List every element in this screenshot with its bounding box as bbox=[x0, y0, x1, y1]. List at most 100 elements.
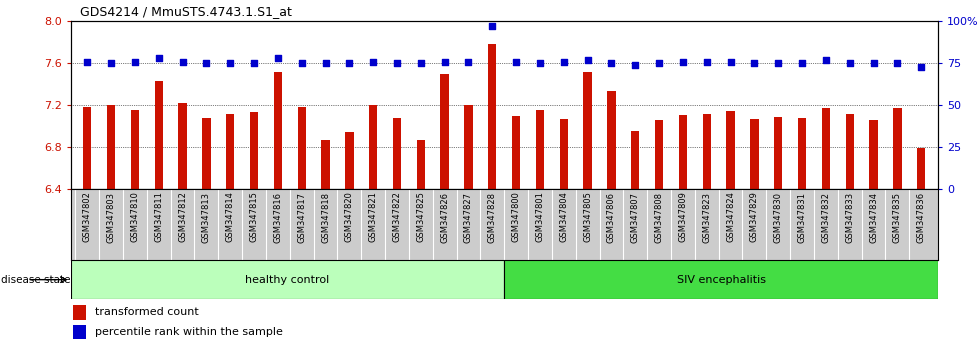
Text: GDS4214 / MmuSTS.4743.1.S1_at: GDS4214 / MmuSTS.4743.1.S1_at bbox=[80, 5, 292, 18]
Bar bbox=[846, 114, 854, 189]
Bar bbox=[488, 44, 497, 189]
Point bbox=[366, 59, 381, 64]
Text: GSM347805: GSM347805 bbox=[583, 192, 592, 242]
Bar bbox=[298, 107, 306, 189]
Text: GSM347813: GSM347813 bbox=[202, 192, 211, 242]
Bar bbox=[250, 112, 258, 189]
Bar bbox=[751, 119, 759, 189]
Bar bbox=[440, 74, 449, 189]
Text: GSM347810: GSM347810 bbox=[130, 192, 139, 242]
Text: GSM347831: GSM347831 bbox=[798, 192, 807, 242]
Point bbox=[747, 61, 762, 66]
Text: GSM347822: GSM347822 bbox=[392, 192, 402, 242]
Bar bbox=[321, 140, 329, 189]
Point bbox=[532, 61, 548, 66]
Bar bbox=[583, 72, 592, 189]
Bar bbox=[465, 105, 472, 189]
Bar bbox=[155, 81, 163, 189]
Point bbox=[199, 61, 215, 66]
Point bbox=[794, 61, 809, 66]
Point bbox=[580, 57, 596, 63]
Text: GSM347812: GSM347812 bbox=[178, 192, 187, 242]
Bar bbox=[608, 91, 615, 189]
Text: healthy control: healthy control bbox=[245, 275, 329, 285]
Text: GSM347815: GSM347815 bbox=[250, 192, 259, 242]
Bar bbox=[798, 118, 807, 189]
Bar bbox=[107, 105, 116, 189]
Bar bbox=[345, 132, 354, 189]
Point bbox=[675, 59, 691, 64]
Point bbox=[389, 61, 405, 66]
Text: GSM347820: GSM347820 bbox=[345, 192, 354, 242]
Text: GSM347823: GSM347823 bbox=[703, 192, 711, 242]
Bar bbox=[369, 105, 377, 189]
Text: GSM347825: GSM347825 bbox=[416, 192, 425, 242]
Text: GSM347804: GSM347804 bbox=[560, 192, 568, 242]
Text: GSM347834: GSM347834 bbox=[869, 192, 878, 242]
Text: percentile rank within the sample: percentile rank within the sample bbox=[95, 327, 282, 337]
Bar bbox=[655, 120, 663, 189]
Bar bbox=[393, 118, 401, 189]
Text: GSM347800: GSM347800 bbox=[512, 192, 520, 242]
Point bbox=[127, 59, 143, 64]
Point bbox=[341, 61, 357, 66]
Text: GSM347833: GSM347833 bbox=[845, 192, 855, 242]
Text: GSM347807: GSM347807 bbox=[631, 192, 640, 242]
Text: GSM347806: GSM347806 bbox=[607, 192, 616, 242]
Text: GSM347830: GSM347830 bbox=[774, 192, 783, 242]
Point bbox=[294, 61, 310, 66]
Text: disease state: disease state bbox=[1, 275, 71, 285]
Point bbox=[174, 59, 190, 64]
Bar bbox=[273, 72, 282, 189]
Text: GSM347818: GSM347818 bbox=[321, 192, 330, 242]
Bar bbox=[130, 109, 139, 189]
Point bbox=[79, 59, 95, 64]
Point bbox=[413, 61, 428, 66]
Bar bbox=[679, 115, 687, 189]
Point bbox=[699, 59, 714, 64]
Bar bbox=[74, 325, 86, 339]
Point bbox=[913, 64, 929, 69]
Point bbox=[246, 61, 262, 66]
Point bbox=[604, 61, 619, 66]
Text: GSM347836: GSM347836 bbox=[916, 192, 926, 242]
Point bbox=[890, 61, 906, 66]
Bar bbox=[74, 305, 86, 320]
Bar bbox=[536, 109, 544, 189]
Text: transformed count: transformed count bbox=[95, 307, 199, 317]
Point bbox=[461, 59, 476, 64]
FancyBboxPatch shape bbox=[505, 260, 938, 299]
Bar bbox=[512, 116, 520, 189]
Point bbox=[484, 23, 500, 29]
Bar bbox=[631, 131, 639, 189]
Bar bbox=[726, 110, 735, 189]
Text: GSM347821: GSM347821 bbox=[368, 192, 377, 242]
Bar bbox=[774, 117, 782, 189]
Text: GSM347811: GSM347811 bbox=[154, 192, 164, 242]
Text: GSM347802: GSM347802 bbox=[82, 192, 92, 242]
Point bbox=[652, 61, 667, 66]
Text: GSM347829: GSM347829 bbox=[750, 192, 759, 242]
Text: GSM347817: GSM347817 bbox=[297, 192, 306, 242]
Text: GSM347835: GSM347835 bbox=[893, 192, 902, 242]
Point bbox=[103, 61, 119, 66]
Text: GSM347814: GSM347814 bbox=[225, 192, 234, 242]
Bar bbox=[893, 108, 902, 189]
Bar bbox=[560, 119, 568, 189]
Text: GSM347801: GSM347801 bbox=[535, 192, 545, 242]
Point bbox=[818, 57, 834, 63]
Point bbox=[437, 59, 453, 64]
Bar bbox=[202, 118, 211, 189]
Point bbox=[270, 55, 286, 61]
Bar bbox=[869, 120, 878, 189]
Text: SIV encephalitis: SIV encephalitis bbox=[676, 275, 765, 285]
Bar bbox=[917, 148, 925, 189]
Bar bbox=[703, 114, 710, 189]
Point bbox=[722, 59, 738, 64]
Bar bbox=[178, 103, 187, 189]
FancyBboxPatch shape bbox=[71, 260, 505, 299]
Text: GSM347809: GSM347809 bbox=[678, 192, 687, 242]
Point bbox=[865, 61, 881, 66]
Text: GSM347808: GSM347808 bbox=[655, 192, 663, 242]
Text: GSM347803: GSM347803 bbox=[107, 192, 116, 242]
